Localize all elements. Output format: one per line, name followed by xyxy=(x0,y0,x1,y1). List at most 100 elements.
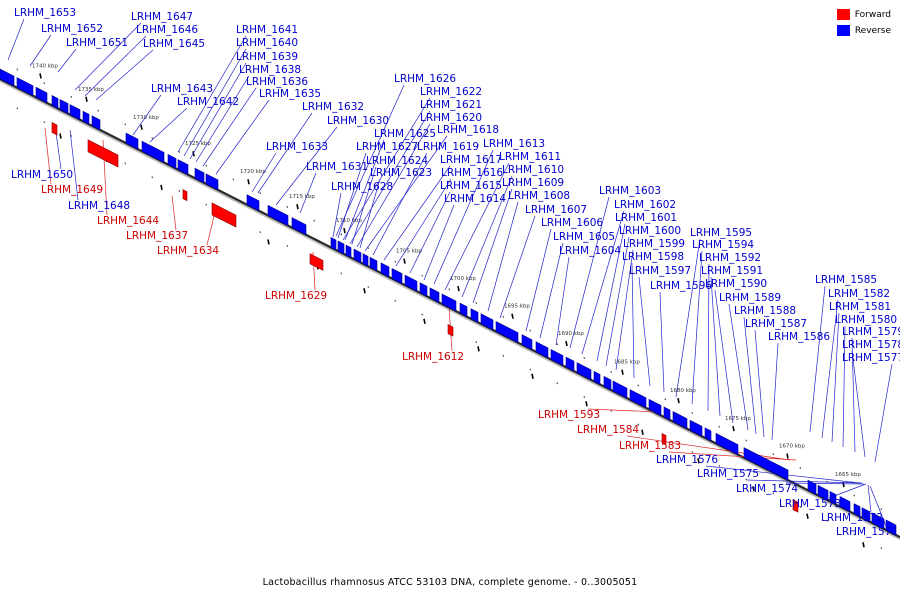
gene-label: LRHM_1641 xyxy=(236,24,298,36)
gene-label: LRHM_1571 xyxy=(836,526,898,538)
label-connector xyxy=(581,210,625,355)
label-connector xyxy=(74,22,142,91)
gene-label: LRHM_1645 xyxy=(143,38,205,50)
major-tick xyxy=(343,227,346,234)
label-connector xyxy=(728,303,749,431)
label-connector xyxy=(299,172,317,214)
kbp-tick-label: 1690 kbp xyxy=(558,331,584,337)
gene-label: LRHM_1622 xyxy=(420,86,482,98)
reverse-gene xyxy=(885,519,897,536)
kbp-tick-label: 1700 kbp xyxy=(450,276,476,282)
reverse-gene xyxy=(82,110,90,125)
major-tick xyxy=(641,429,644,435)
major-tick xyxy=(477,346,480,352)
major-tick xyxy=(697,458,700,464)
reverse-gene xyxy=(337,240,345,255)
label-connector xyxy=(372,152,428,256)
label-connector xyxy=(177,35,247,153)
label-connector xyxy=(472,188,513,304)
reverse-gene xyxy=(380,262,390,278)
label-connector xyxy=(867,484,872,513)
forward-gene xyxy=(792,499,799,513)
label-connector xyxy=(335,84,405,237)
label-connector xyxy=(499,215,536,319)
label-connector xyxy=(337,152,367,239)
gene-label: LRHM_1652 xyxy=(41,23,103,35)
label-connector xyxy=(433,149,494,285)
gene-label: LRHM_1647 xyxy=(131,11,193,23)
reverse-gene xyxy=(353,248,362,264)
gene-label: LRHM_1630 xyxy=(327,115,389,127)
gene-label: LRHM_1600 xyxy=(619,225,681,237)
gene-label: LRHM_1637 xyxy=(126,230,188,242)
reverse-gene xyxy=(459,302,468,318)
label-connector xyxy=(359,178,381,249)
major-tick xyxy=(732,425,735,432)
major-tick xyxy=(531,373,534,379)
gene-label: LRHM_1579 xyxy=(842,326,900,338)
label-connector xyxy=(707,263,710,412)
label-connector xyxy=(691,250,703,405)
reverse-gene xyxy=(807,479,817,495)
backbone-shadow xyxy=(0,79,900,540)
gene-label: LRHM_1653 xyxy=(14,7,76,19)
reverse-gene xyxy=(629,389,647,409)
reverse-gene xyxy=(689,419,703,437)
kbp-tick-label: 1695 kbp xyxy=(504,304,530,310)
major-tick xyxy=(267,239,270,245)
gene-label: LRHM_1612 xyxy=(402,351,464,363)
reverse-gene xyxy=(861,507,871,523)
reverse-gene xyxy=(871,512,885,530)
label-connector xyxy=(409,191,451,274)
label-connector xyxy=(395,178,452,267)
label-connector xyxy=(29,34,52,67)
major-tick xyxy=(247,179,250,185)
gene-label: LRHM_1625 xyxy=(374,128,436,140)
reverse-gene xyxy=(576,362,592,381)
legend-forward: Forward xyxy=(836,9,891,20)
reverse-gene xyxy=(167,154,177,170)
reverse-gene xyxy=(51,94,59,110)
label-connector xyxy=(95,49,154,101)
gene-label: LRHM_1626 xyxy=(394,73,456,85)
reverse-gene xyxy=(345,244,352,259)
gene-label: LRHM_1591 xyxy=(701,265,763,277)
kbp-tick-label: 1665 kbp xyxy=(835,472,861,478)
major-tick xyxy=(363,288,366,294)
label-connector xyxy=(809,285,826,433)
label-connector xyxy=(831,312,840,443)
label-connector xyxy=(743,316,757,435)
label-connector xyxy=(615,249,634,371)
forward-gene xyxy=(447,324,454,337)
gene-label: LRHM_1588 xyxy=(734,305,796,317)
label-connector xyxy=(821,299,839,439)
reverse-gene xyxy=(743,447,789,481)
reverse-gene xyxy=(715,432,739,456)
major-tick xyxy=(786,453,789,459)
reverse-gene xyxy=(291,217,307,236)
gene-label: LRHM_1607 xyxy=(525,204,587,216)
reverse-gene xyxy=(391,268,403,285)
major-tick xyxy=(296,204,299,210)
gene-label: LRHM_1611 xyxy=(499,151,561,163)
reverse-gene xyxy=(565,356,575,372)
reverse-gene xyxy=(817,484,829,501)
reverse-gene xyxy=(194,167,205,184)
reverse-gene xyxy=(177,159,189,176)
label-connector xyxy=(257,112,313,194)
label-connector xyxy=(851,350,866,458)
gene-label: LRHM_1634 xyxy=(157,245,219,257)
gene-label: LRHM_1592 xyxy=(699,252,761,264)
label-connector xyxy=(251,152,277,193)
gene-label: LRHM_1614 xyxy=(444,193,506,205)
kbp-tick-label: 1680 kbp xyxy=(670,388,696,394)
major-tick xyxy=(677,397,680,404)
gene-label: LRHM_1640 xyxy=(236,37,298,49)
reverse-gene xyxy=(362,253,369,267)
label-connector xyxy=(785,482,865,485)
label-connector xyxy=(631,262,635,379)
label-connector xyxy=(149,107,188,143)
major-tick xyxy=(39,73,42,79)
gene-label: LRHM_1616 xyxy=(441,167,503,179)
gene-label: LRHM_1610 xyxy=(502,164,564,176)
